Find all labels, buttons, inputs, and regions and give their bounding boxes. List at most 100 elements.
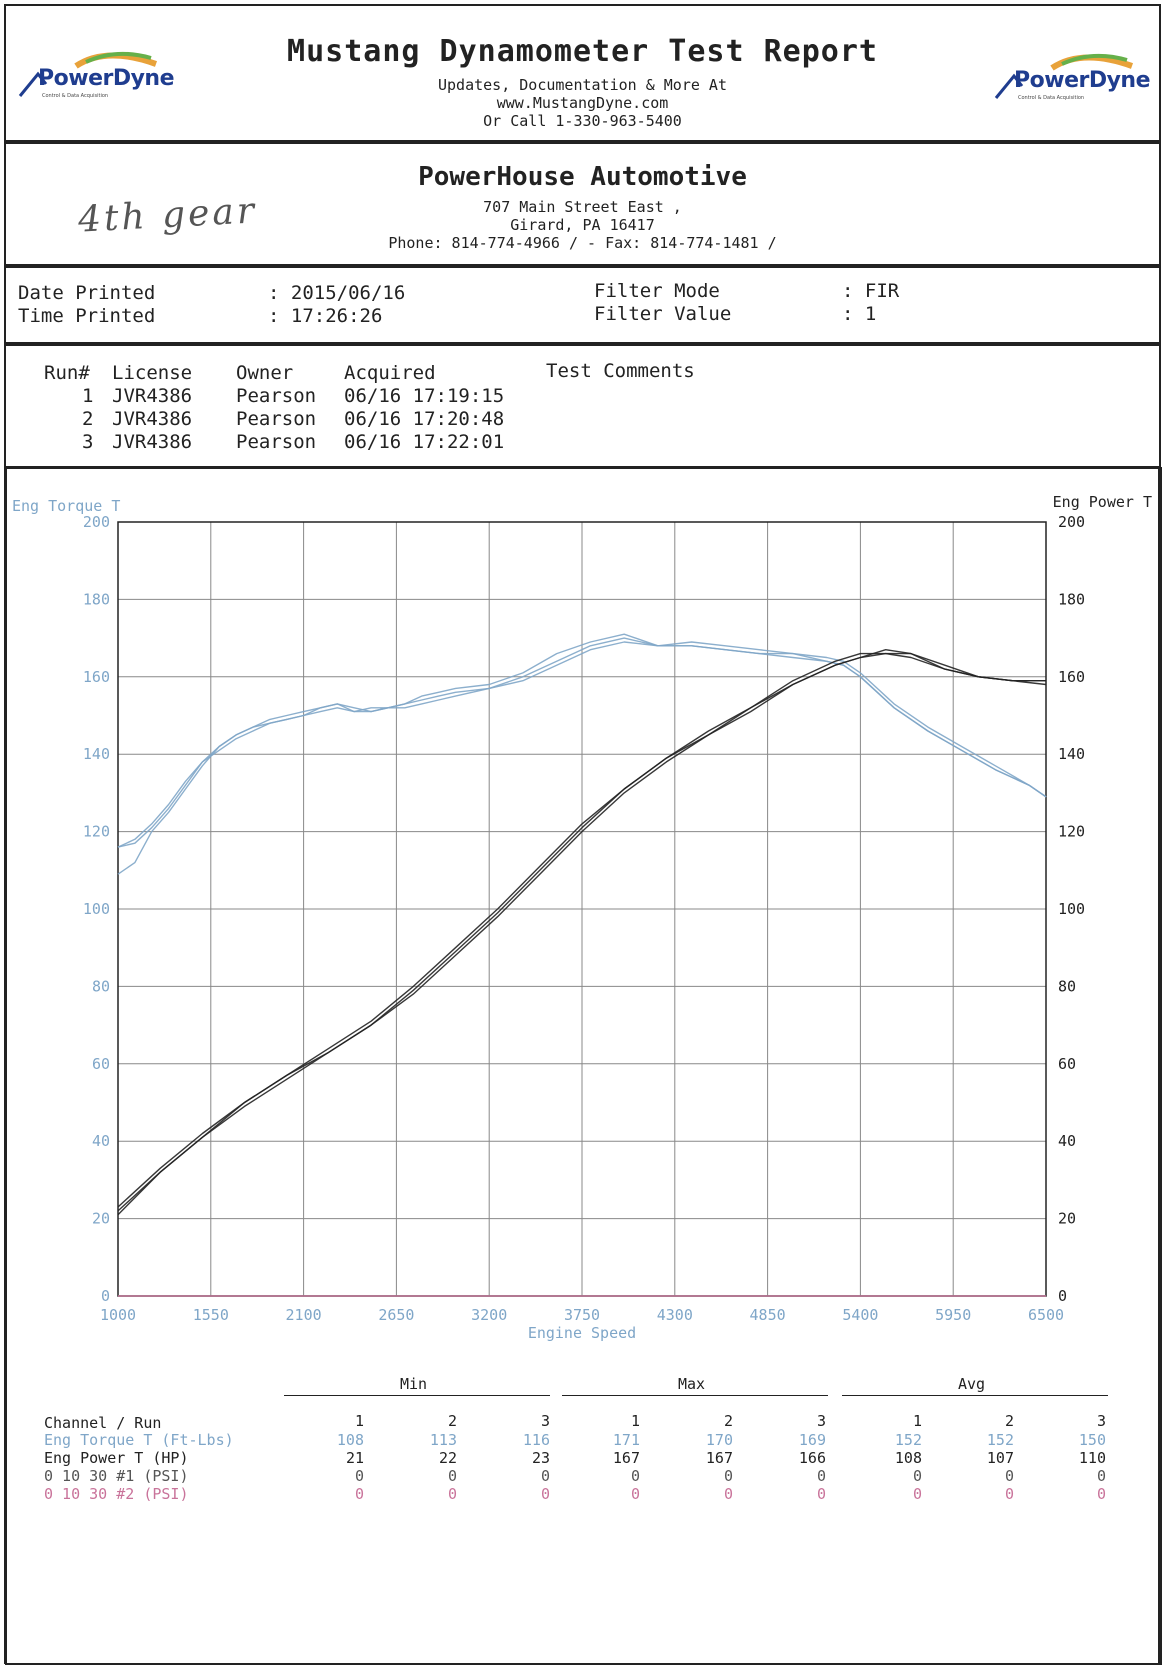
stats-run-number: 2 [1004,1412,1014,1430]
stats-value: 167 [705,1449,733,1467]
stats-value: 113 [429,1431,457,1449]
stats-value: 108 [894,1449,922,1467]
y-tick-label-left: 20 [92,1210,110,1228]
x-tick-label: 4850 [750,1306,786,1324]
stats-channel-name: Eng Torque T (Ft-Lbs) [44,1431,234,1449]
powerdyne-logo-left: PowerDyne Control & Data Acquisition [16,44,175,100]
y-tick-label-left: 0 [101,1287,110,1305]
y-tick-label-left: 100 [83,900,110,918]
stats-value: 0 [540,1485,550,1503]
y-tick-label-right: 60 [1058,1055,1076,1073]
y-axis-label-left: Eng Torque T [12,497,120,515]
stats-value: 150 [1078,1431,1106,1449]
stats-value: 0 [1004,1485,1014,1503]
stats-value: 21 [345,1449,364,1467]
y-tick-label-right: 80 [1058,977,1076,995]
stats-value: 0 [630,1467,640,1485]
logo-tagline: Control & Data Acquisition [42,93,109,99]
x-tick-label: 1000 [100,1306,136,1324]
stats-value: 167 [612,1449,640,1467]
y-tick-label-left: 120 [83,823,110,841]
runs-table: Run# License Owner Acquired Test Comment… [4,344,1161,468]
stats-value: 152 [894,1431,922,1449]
run-license: JVR4386 [112,408,193,430]
y-tick-label-right: 100 [1058,900,1085,918]
y-tick-label-right: 20 [1058,1210,1076,1228]
stats-channel-header: Channel / Run [44,1414,162,1432]
run-number: 1 [82,385,94,407]
x-tick-label: 2650 [378,1306,414,1324]
stats-max-rule [562,1395,828,1396]
series-line [117,641,1047,848]
stats-value: 116 [522,1431,550,1449]
run-license: JVR4386 [112,431,193,453]
logo-tagline: Control & Data Acquisition [1018,95,1085,101]
time-printed-value: : 17:26:26 [268,305,383,327]
runs-header-comments: Test Comments [546,360,695,382]
y-tick-label-left: 200 [83,513,110,531]
runs-header-acquired: Acquired [344,362,436,384]
stats-value: 166 [798,1449,826,1467]
shop-name: PowerHouse Automotive [418,162,747,192]
stats-run-number: 1 [630,1412,640,1430]
series-line [117,652,1047,1208]
print-info: Date Printed : 2015/06/16 Time Printed :… [4,266,1161,344]
stats-value: 169 [798,1431,826,1449]
run-owner: Pearson [236,431,317,453]
run-owner: Pearson [236,385,317,407]
y-tick-label-left: 60 [92,1055,110,1073]
logo-word: PowerDyne [38,66,175,91]
date-printed-label: Date Printed [18,282,156,304]
stats-channel-name: Eng Power T (HP) [44,1449,189,1467]
logo-swoosh-icon [18,51,158,97]
y-tick-label-right: 40 [1058,1132,1076,1150]
x-tick-label: 2100 [286,1306,322,1324]
stats-value: 0 [447,1485,457,1503]
run-license: JVR4386 [112,385,193,407]
shop-address-2: Girard, PA 16417 [510,216,655,234]
stats-min-label: Min [400,1375,428,1393]
x-tick-label: 1550 [193,1306,229,1324]
stats-avg-rule [842,1395,1108,1396]
stats-value: 22 [438,1449,457,1467]
x-tick-label: 5950 [935,1306,971,1324]
y-tick-label-left: 140 [83,745,110,763]
y-tick-label-right: 160 [1058,668,1085,686]
stats-channel-name: 0 10 30 #1 (PSI) [44,1467,189,1485]
stats-run-number: 3 [816,1412,826,1430]
stats-value: 152 [986,1431,1014,1449]
stats-value: 0 [354,1485,364,1503]
stats-value: 0 [912,1467,922,1485]
stats-value: 0 [816,1467,826,1485]
stats-value: 0 [816,1485,826,1503]
stats-value: 107 [986,1449,1014,1467]
y-tick-label-left: 40 [92,1132,110,1150]
stats-value: 0 [1004,1467,1014,1485]
header-line-3: Or Call 1-330-963-5400 [483,112,682,130]
x-tick-label: 3750 [564,1306,600,1324]
runs-header-license: License [112,362,193,384]
stats-max-label: Max [678,1375,706,1393]
y-tick-label-right: 120 [1058,823,1085,841]
powerdyne-logo-right: PowerDyne Control & Data Acquisition [992,46,1151,102]
stats-value: 108 [336,1431,364,1449]
runs-header-run: Run# [44,362,90,384]
run-number: 3 [82,431,94,453]
series-line [117,633,1047,875]
x-tick-label: 4300 [657,1306,693,1324]
stats-value: 171 [612,1431,640,1449]
stats-value: 0 [447,1467,457,1485]
shop-phone: Phone: 814-774-4966 / - Fax: 814-774-148… [388,234,777,252]
x-tick-label: 6500 [1028,1306,1064,1324]
y-tick-label-right: 200 [1058,513,1085,531]
y-tick-label-left: 180 [83,590,110,608]
stats-run-number: 2 [723,1412,733,1430]
stats-value: 0 [1096,1485,1106,1503]
stats-run-number: 3 [540,1412,550,1430]
report-title: Mustang Dynamometer Test Report [287,34,878,69]
filter-mode-value: : FIR [842,280,900,302]
y-tick-label-right: 180 [1058,590,1085,608]
logo-word: PowerDyne [1014,68,1151,93]
chart-section-border [5,467,1162,1665]
